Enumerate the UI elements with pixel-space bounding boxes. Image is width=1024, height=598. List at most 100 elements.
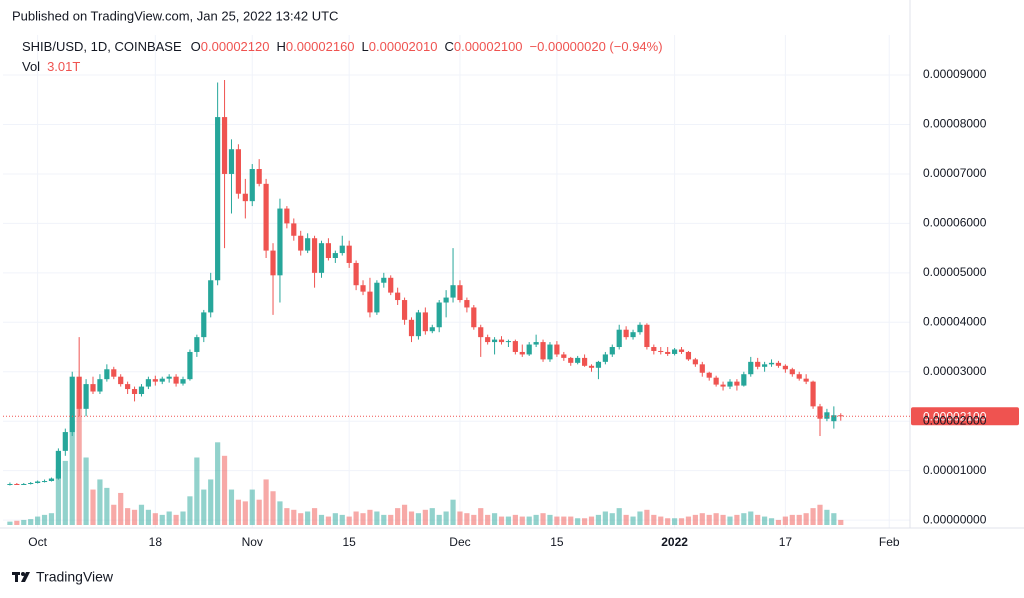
x-tick-label: Feb xyxy=(879,535,900,549)
candle-body xyxy=(581,357,588,366)
volume-bar xyxy=(616,508,622,525)
volume-bar xyxy=(173,514,179,525)
volume-bar xyxy=(706,514,712,525)
volume-bar xyxy=(568,516,574,525)
volume-bar xyxy=(692,514,698,525)
candle-body xyxy=(817,406,823,419)
volume-bar xyxy=(145,509,151,525)
candle-body xyxy=(568,357,574,363)
volume-bar xyxy=(595,514,602,525)
volume-bar xyxy=(478,508,484,525)
candle-body xyxy=(235,149,242,194)
y-tick-label: 0.00007000 xyxy=(923,166,987,180)
volume-bar xyxy=(547,514,553,525)
candle-body xyxy=(602,354,608,362)
candle-body xyxy=(159,378,165,382)
volume-bar xyxy=(201,489,207,525)
volume-bar xyxy=(401,504,408,525)
y-tick-label: 0.00002000 xyxy=(923,413,987,427)
candle-body xyxy=(97,379,103,392)
candle-body xyxy=(526,344,532,355)
candle-body xyxy=(443,297,449,303)
volume-bar xyxy=(28,519,34,525)
candle-body xyxy=(775,362,782,366)
volume-bar xyxy=(7,521,13,525)
volume-bar xyxy=(699,513,705,525)
volume-bar xyxy=(817,504,823,525)
volume-bar xyxy=(755,514,761,525)
x-tick-label: 15 xyxy=(550,535,564,549)
volume-bar xyxy=(14,520,20,525)
candle-body xyxy=(678,349,685,352)
volume-bar xyxy=(734,514,740,525)
volume-bar xyxy=(76,390,82,525)
candle-body xyxy=(464,300,470,308)
candle-body xyxy=(242,193,248,202)
legend: SHIB/USD, 1D, COINBASE O0.00002120 H0.0000… xyxy=(22,39,663,54)
candle-body xyxy=(284,208,290,224)
y-tick-label: 0.00009000 xyxy=(923,67,987,81)
volume-bar xyxy=(408,511,415,525)
legend-value: 0.00002010 xyxy=(369,39,438,54)
volume-bar xyxy=(554,516,560,525)
candle-body xyxy=(353,262,359,286)
last-price-label: 0.00002100 xyxy=(923,409,987,423)
candle-body xyxy=(48,478,55,482)
candle-body xyxy=(478,327,484,338)
x-tick-label: Oct xyxy=(28,535,47,549)
volume-bar xyxy=(311,508,318,525)
candle-body xyxy=(720,384,726,387)
candle-body xyxy=(616,329,622,348)
volume-bar xyxy=(768,518,775,525)
candle-body xyxy=(796,374,802,379)
candle-body xyxy=(755,361,761,367)
candle-body xyxy=(831,415,837,422)
x-tick-label: 18 xyxy=(149,535,163,549)
candle-body xyxy=(180,379,186,384)
volume-bar xyxy=(782,516,788,525)
volume-bar xyxy=(83,457,89,525)
candle-body xyxy=(346,245,352,263)
volume-bar xyxy=(644,509,650,525)
brand-name: TradingView xyxy=(36,569,114,585)
candle-body xyxy=(498,339,505,343)
candle-body xyxy=(263,183,269,251)
volume-bar xyxy=(415,513,422,525)
volume-bar xyxy=(498,516,505,525)
candle-body xyxy=(21,483,27,485)
candle-body xyxy=(339,245,345,254)
volume-bar xyxy=(235,499,242,525)
candle-body xyxy=(228,149,235,174)
candle-body xyxy=(540,342,546,360)
volume-bar xyxy=(505,516,512,525)
legend-key: C xyxy=(444,39,453,54)
volume-bar xyxy=(519,516,525,525)
candle-body xyxy=(298,235,304,251)
candle-body xyxy=(429,327,435,332)
volume-bar xyxy=(685,516,692,525)
candle-body xyxy=(762,364,768,367)
candle-body xyxy=(630,332,636,338)
legend-value: 0.00002100 xyxy=(454,39,523,54)
volume-bar xyxy=(464,513,470,525)
published-note: Published on TradingView.com, Jan 25, 20… xyxy=(12,8,338,23)
candle-body xyxy=(14,483,20,485)
volume-bar xyxy=(471,514,477,525)
volume-bar xyxy=(270,491,276,525)
candle-body xyxy=(658,350,664,352)
candle-body xyxy=(727,381,733,387)
x-tick-label: 2022 xyxy=(661,535,688,549)
candle-body xyxy=(291,223,297,236)
legend-key: H xyxy=(276,39,285,54)
volume-bar xyxy=(263,479,269,525)
y-tick-label: 0.00001000 xyxy=(923,463,987,477)
y-tick-label: 0.00000000 xyxy=(923,512,987,526)
candle-body xyxy=(457,285,463,301)
candle-body xyxy=(83,384,89,409)
last-price-tag xyxy=(911,407,1019,426)
candle-body xyxy=(748,361,754,375)
volume-bar xyxy=(104,487,110,525)
candle-body xyxy=(415,312,422,337)
candle-body xyxy=(588,365,595,368)
